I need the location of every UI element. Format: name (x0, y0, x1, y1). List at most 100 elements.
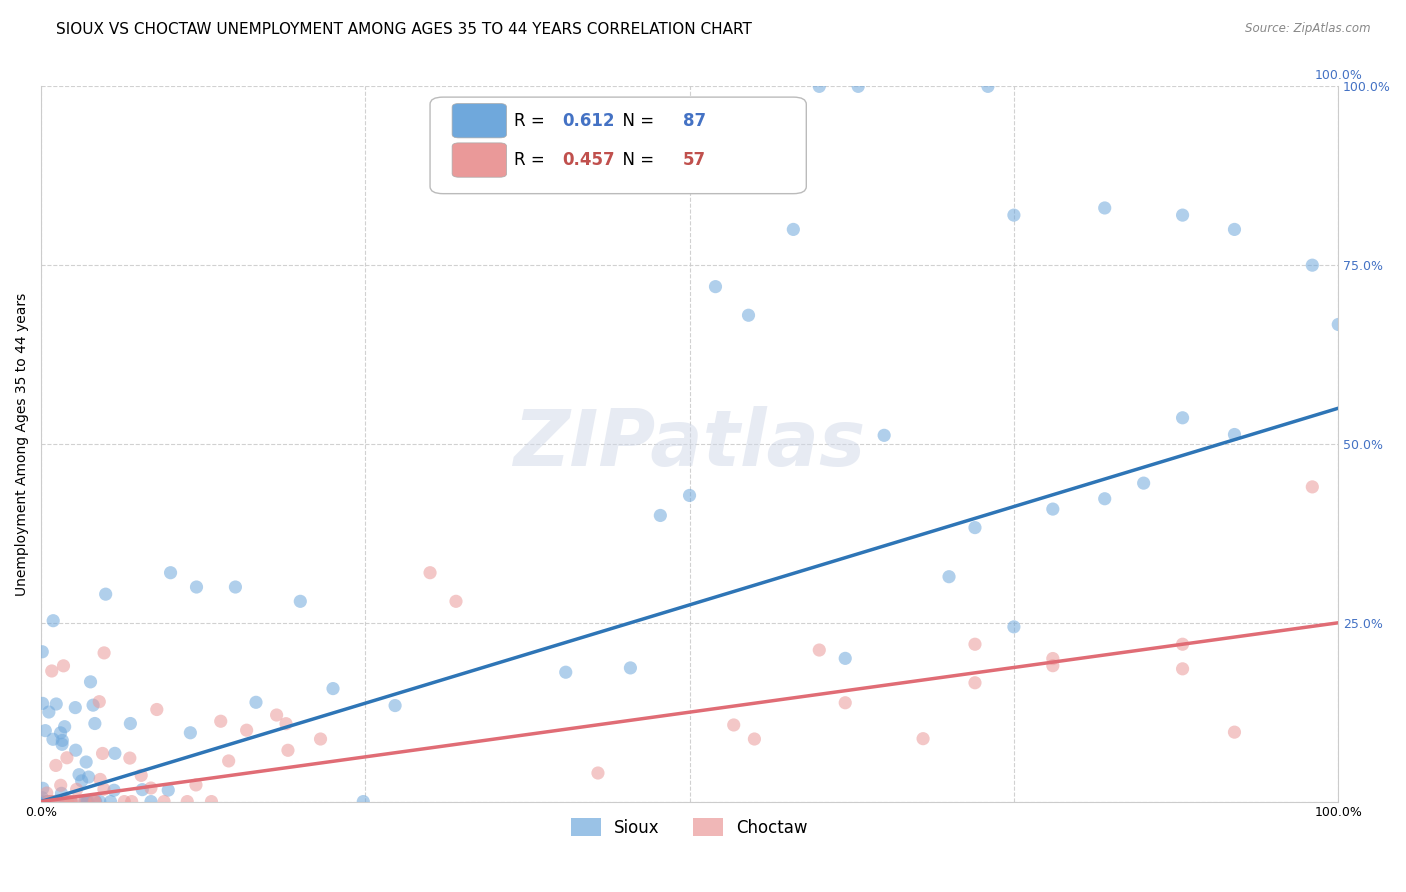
Point (53, 795, 76, 809)
Point (103, 783, 125, 797)
Point (1223, 725, 1246, 739)
Y-axis label: Unemployment Among Ages 35 to 44 years: Unemployment Among Ages 35 to 44 years (15, 293, 30, 596)
Point (112, 795, 135, 809)
Point (131, 782, 153, 797)
Point (118, 751, 141, 765)
Point (31, 781, 53, 796)
Point (42, 614, 65, 628)
Point (1327, 318, 1350, 332)
Point (70, 773, 93, 788)
Point (129, 768, 152, 782)
Point (65, 743, 87, 757)
Text: R =: R = (515, 151, 550, 169)
Point (55, 795, 77, 809)
FancyBboxPatch shape (453, 103, 506, 138)
Point (94, 587, 117, 601)
Point (34, 723, 56, 738)
Point (834, 651, 856, 665)
Point (153, 795, 176, 809)
Point (31, 697, 53, 711)
Point (650, 508, 672, 523)
Point (42, 795, 65, 809)
Point (76, 795, 98, 809)
Point (184, 778, 207, 792)
Text: SIOUX VS CHOCTAW UNEMPLOYMENT AMONG AGES 35 TO 44 YEARS CORRELATION CHART: SIOUX VS CHOCTAW UNEMPLOYMENT AMONG AGES… (56, 22, 752, 37)
Point (1002, 620, 1025, 634)
Point (56, 751, 79, 765)
Point (104, 747, 127, 761)
Point (75, 795, 97, 809)
Point (63, 795, 86, 809)
Point (83, 716, 105, 731)
Point (352, 795, 374, 809)
Point (1301, 258, 1323, 272)
Text: 87: 87 (683, 112, 706, 129)
Point (846, 79, 869, 94)
Point (744, 731, 766, 746)
Point (45, 795, 67, 809)
Point (41, 664, 63, 678)
Text: 0.457: 0.457 (562, 151, 614, 169)
Point (84, 795, 107, 809)
Point (53, 795, 76, 809)
Point (89, 695, 111, 709)
Point (65, 700, 87, 714)
Point (186, 580, 208, 594)
Point (963, 520, 986, 534)
Point (245, 695, 267, 709)
Point (444, 594, 467, 608)
Point (977, 79, 1000, 94)
Point (89, 772, 111, 787)
Point (39, 795, 62, 809)
Point (120, 716, 142, 731)
Point (1301, 480, 1323, 494)
Point (963, 675, 986, 690)
Point (60, 795, 83, 809)
Point (60, 795, 83, 809)
Text: 0.612: 0.612 (562, 112, 614, 129)
Point (75, 795, 97, 809)
Point (46, 795, 69, 809)
Legend: Sioux, Choctaw: Sioux, Choctaw (564, 812, 814, 843)
FancyBboxPatch shape (453, 143, 506, 178)
Point (77, 770, 100, 784)
Point (1094, 201, 1116, 215)
Point (82, 698, 104, 713)
Point (91, 747, 114, 761)
Point (73, 795, 96, 809)
Point (554, 665, 576, 680)
Point (419, 566, 441, 580)
Point (176, 795, 198, 809)
Point (704, 279, 727, 293)
Text: R =: R = (515, 112, 550, 129)
Point (30, 795, 52, 809)
Point (31, 645, 53, 659)
Point (53, 720, 76, 734)
Point (75, 755, 97, 769)
Point (1094, 491, 1116, 506)
Point (1171, 208, 1194, 222)
Point (83, 795, 105, 809)
Point (77, 795, 100, 809)
Text: N =: N = (612, 112, 659, 129)
Point (290, 594, 312, 608)
Point (209, 714, 232, 729)
Point (1171, 410, 1194, 425)
Point (963, 637, 986, 651)
Point (1042, 651, 1064, 665)
FancyBboxPatch shape (430, 97, 806, 194)
Point (266, 708, 288, 723)
Point (79, 674, 101, 689)
Point (48, 795, 70, 809)
Point (322, 681, 344, 696)
Point (100, 795, 122, 809)
Point (1132, 476, 1154, 491)
Point (737, 308, 759, 322)
Point (42, 732, 65, 747)
Point (65, 782, 87, 797)
Point (619, 661, 641, 675)
Text: N =: N = (612, 151, 659, 169)
Point (45, 758, 67, 772)
Point (35, 786, 58, 800)
Point (67, 767, 90, 781)
